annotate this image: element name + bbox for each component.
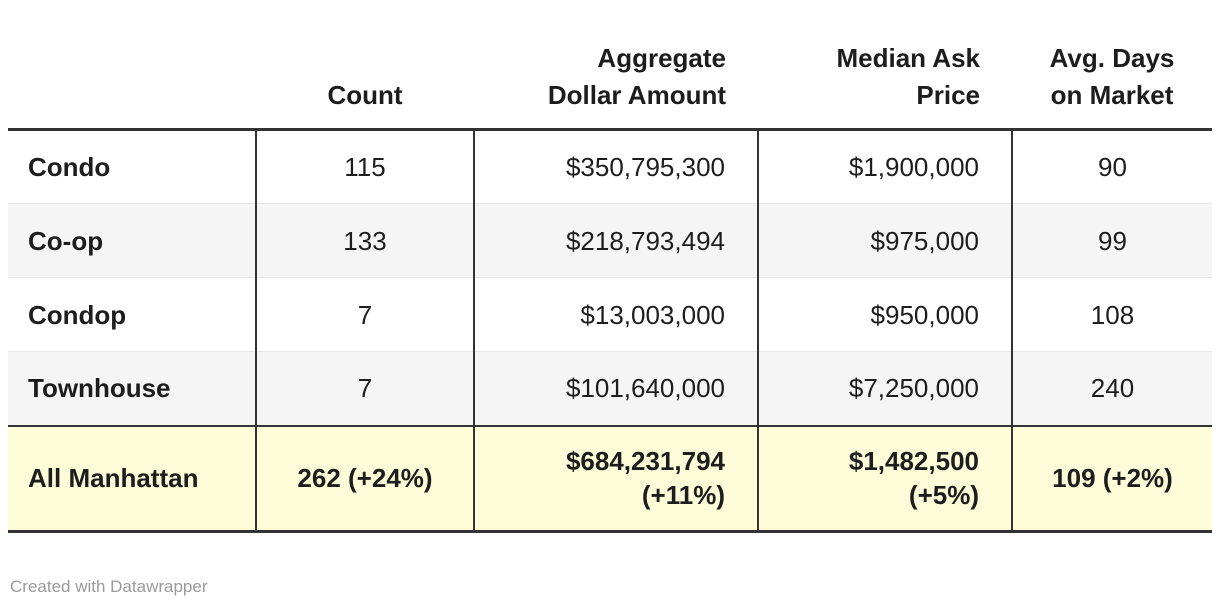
attribution-footer: Created with Datawrapper — [10, 577, 1212, 597]
cell-aggregate: $684,231,794 (+11%) — [474, 424, 759, 533]
header-label-aggregate-line1: Aggregate — [597, 43, 726, 73]
cell-median: $1,900,000 — [758, 129, 1013, 204]
cell-median: $1,482,500 (+5%) — [758, 424, 1013, 533]
cell-aggregate-change: (+11%) — [641, 480, 725, 511]
cell-aggregate-value: $684,231,794 — [565, 446, 725, 477]
cell-count: 133 — [256, 203, 475, 278]
row-label: All Manhattan — [8, 424, 257, 533]
header-label-days-line1: Avg. Days — [1049, 43, 1175, 73]
cell-aggregate: $13,003,000 — [474, 277, 759, 352]
cell-days: 108 — [1012, 277, 1212, 352]
header-label-aggregate-line2: Dollar Amount — [547, 80, 726, 110]
data-table: Count Aggregate Dollar Amount Median Ask… — [8, 0, 1212, 533]
cell-days: 240 — [1012, 351, 1212, 426]
cell-count: 7 — [256, 277, 475, 352]
cell-median: $950,000 — [758, 277, 1013, 352]
header-label-median-line1: Median Ask — [836, 43, 980, 73]
datawrapper-table-widget: Count Aggregate Dollar Amount Median Ask… — [8, 0, 1212, 597]
datawrapper-credit-link[interactable]: Created with Datawrapper — [10, 577, 208, 596]
header-label-count: Count — [327, 80, 403, 110]
row-label: Co-op — [8, 203, 257, 278]
cell-count: 115 — [256, 129, 475, 204]
cell-aggregate: $350,795,300 — [474, 129, 759, 204]
header-cell-median: Median Ask Price — [758, 0, 1012, 131]
row-label: Townhouse — [8, 351, 257, 426]
table-row-all-manhattan: All Manhattan 262 (+24%) $684,231,794 (+… — [8, 424, 1212, 533]
row-label: Condop — [8, 277, 257, 352]
header-row: Count Aggregate Dollar Amount Median Ask… — [8, 0, 1212, 131]
cell-count: 262 (+24%) — [256, 424, 475, 533]
table-row-condo: Condo 115 $350,795,300 $1,900,000 90 — [8, 129, 1212, 204]
cell-days: 90 — [1012, 129, 1212, 204]
cell-median-value: $1,482,500 — [848, 446, 979, 477]
header-label-median-line2: Price — [916, 80, 980, 110]
header-cell-count: Count — [256, 0, 474, 131]
cell-median-change: (+5%) — [908, 480, 979, 511]
cell-median: $7,250,000 — [758, 351, 1013, 426]
header-cell-aggregate: Aggregate Dollar Amount — [474, 0, 758, 131]
cell-count: 7 — [256, 351, 475, 426]
table-header: Count Aggregate Dollar Amount Median Ask… — [8, 0, 1212, 131]
table-row-coop: Co-op 133 $218,793,494 $975,000 99 — [8, 203, 1212, 278]
table-row-townhouse: Townhouse 7 $101,640,000 $7,250,000 240 — [8, 351, 1212, 426]
cell-aggregate: $218,793,494 — [474, 203, 759, 278]
cell-aggregate: $101,640,000 — [474, 351, 759, 426]
header-label-days-line2: on Market — [1050, 80, 1174, 110]
cell-days: 109 (+2%) — [1012, 424, 1212, 533]
header-cell-blank — [8, 0, 256, 131]
row-label: Condo — [8, 129, 257, 204]
cell-median: $975,000 — [758, 203, 1013, 278]
table-body: Condo 115 $350,795,300 $1,900,000 90 Co-… — [8, 129, 1212, 533]
table-row-condop: Condop 7 $13,003,000 $950,000 108 — [8, 277, 1212, 352]
header-cell-days: Avg. Days on Market — [1012, 0, 1212, 131]
cell-days: 99 — [1012, 203, 1212, 278]
